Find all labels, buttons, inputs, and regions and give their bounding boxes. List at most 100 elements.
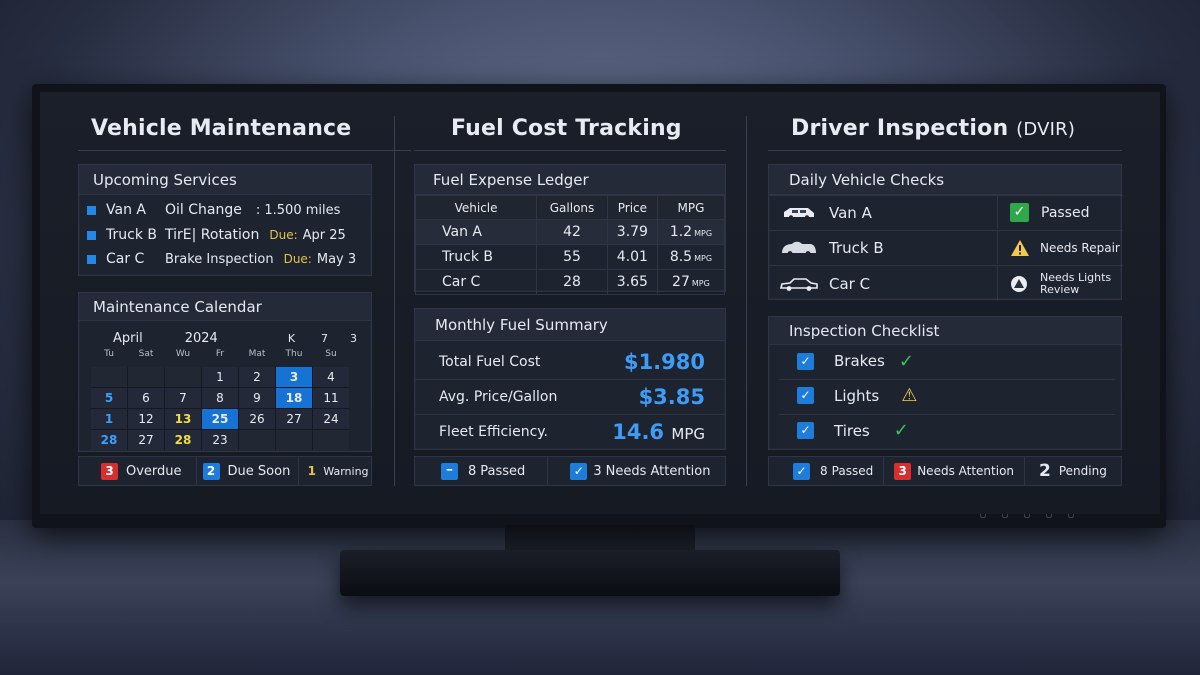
calendar-day[interactable]: 4 — [313, 367, 349, 387]
checklist-label: Lights — [834, 386, 880, 405]
service-row[interactable]: Van A Oil Change : 1.500 miles — [87, 198, 340, 222]
passed-label: Passed — [480, 463, 526, 479]
avg-price-value: $3.85 — [638, 385, 705, 409]
pending-label: Pending — [1058, 464, 1107, 478]
checklist-item[interactable]: ✓ Brakes ✓ — [779, 345, 1115, 377]
table-header-row: Vehicle Gallons Price MPG — [414, 195, 726, 220]
vehicle-check-row[interactable]: Car C Needs Lights Review — [769, 265, 1123, 301]
bullet-icon — [87, 205, 96, 215]
calendar-day[interactable]: 1 — [202, 367, 238, 387]
calendar-day[interactable]: 23 — [202, 430, 238, 450]
attention-label: Needs Attention — [917, 464, 1015, 478]
calendar-day[interactable]: 5 — [91, 388, 127, 408]
monitor-neck — [505, 525, 695, 553]
calendar-month[interactable]: April — [113, 330, 143, 346]
vehicle-check-row[interactable]: Truck B Needs Repair — [769, 230, 1123, 264]
calendar-day[interactable]: 12 — [128, 409, 164, 429]
calendar-day[interactable]: 2 — [239, 367, 275, 387]
cell-gallons: 28 — [536, 269, 608, 295]
summary-title: Monthly Fuel Summary — [415, 309, 725, 341]
table-row[interactable]: Car C 28 3.65 27 MPG — [414, 269, 726, 295]
table-row[interactable]: Van A 42 3.79 1.2 MPG — [414, 219, 726, 245]
check-icon: ✓ — [893, 420, 909, 441]
calendar-day[interactable]: 9 — [239, 388, 275, 408]
warning-count-badge: 1 — [307, 463, 316, 478]
total-fuel-cost-value: $1.980 — [623, 349, 705, 374]
warning-icon: ⚠ — [901, 385, 918, 406]
weekday-label: Wu — [175, 349, 191, 359]
service-vehicle: Truck B — [106, 227, 157, 243]
calendar-day[interactable]: 1 — [91, 409, 127, 429]
column-header[interactable]: Vehicle — [414, 195, 538, 220]
checklist-title: Inspection Checklist — [769, 317, 1121, 345]
checklist-item[interactable]: ✓ Tires ✓ — [779, 414, 1115, 446]
checkbox[interactable]: ✓ — [797, 352, 814, 370]
calendar-nav-button[interactable]: K — [287, 331, 296, 345]
cell-gallons: 55 — [536, 244, 608, 270]
calendar-day[interactable]: 18 — [276, 388, 312, 408]
passed-count: 8 — [468, 463, 477, 479]
calendar-empty-cell — [239, 430, 275, 450]
fuel-title: Fuel Cost Tracking — [451, 116, 682, 141]
checkbox[interactable]: ✓ — [797, 387, 814, 404]
vehicle-name: Car C — [829, 274, 871, 293]
calendar-day[interactable]: 3 — [276, 367, 312, 387]
service-name: Brake Inspection — [165, 251, 274, 267]
service-vehicle: Van A — [106, 202, 146, 218]
maintenance-title: Vehicle Maintenance — [91, 116, 352, 141]
checklist-item[interactable]: ✓ Lights ⚠ — [779, 379, 1115, 411]
service-row[interactable]: Car C Brake Inspection Due: May 3 — [87, 247, 356, 271]
calendar-day[interactable]: 8 — [202, 388, 238, 408]
cell-mpg: 8.5 MPG — [656, 244, 726, 270]
avg-price-label: Avg. Price/Gallon — [439, 389, 558, 405]
cell-mpg: 1.2 MPG — [656, 219, 726, 245]
calendar-day[interactable]: 13 — [165, 409, 201, 429]
service-row[interactable]: Truck B TirE| Rotation Due: Apr 25 — [87, 223, 346, 247]
column-header[interactable]: Price — [606, 195, 658, 220]
calendar-empty-cell — [313, 430, 349, 450]
checkbox[interactable]: ✓ — [797, 422, 814, 439]
fleet-efficiency-row: Fleet Efficiency. 14.6 MPG — [415, 414, 725, 449]
calendar-day[interactable]: 27 — [128, 430, 164, 450]
title-divider — [78, 150, 411, 151]
calendar-empty-cell — [128, 367, 164, 387]
inspection-checklist-panel: Inspection Checklist ✓ Brakes ✓ ✓ Lights… — [768, 316, 1122, 450]
calendar-day[interactable]: 28 — [165, 430, 201, 450]
calendar-year[interactable]: 2024 — [184, 330, 218, 346]
service-name: TirE| Rotation — [165, 227, 260, 243]
attention-count: 3 — [593, 463, 602, 479]
calendar-nav-button[interactable]: 3 — [350, 331, 358, 345]
van-icon — [769, 206, 829, 220]
warning-label: Warning — [323, 464, 369, 478]
fuel-summary-panel: Monthly Fuel Summary Total Fuel Cost $1.… — [414, 308, 726, 450]
calendar-day[interactable]: 7 — [165, 388, 201, 408]
dvir-title: Driver Inspection (DVIR) — [791, 116, 1076, 141]
calendar-day[interactable]: 28 — [91, 430, 127, 450]
maintenance-calendar-panel: Maintenance Calendar April 2024 K 7 3 Tu… — [78, 292, 372, 452]
vehicle-check-row[interactable]: Van A ✓ Passed — [769, 195, 1123, 229]
monitor-stand — [340, 550, 840, 596]
calendar-day[interactable]: 6 — [128, 388, 164, 408]
table-row[interactable]: Truck B 55 4.01 8.5 MPG — [414, 244, 726, 270]
alert-icon — [1011, 275, 1027, 292]
calendar-empty-cell — [165, 367, 201, 387]
column-header[interactable]: MPG — [656, 195, 726, 220]
cell-vehicle: Truck B — [414, 244, 538, 270]
passed-icon: ✓ — [793, 462, 810, 480]
check-icon: ✓ — [898, 350, 914, 372]
calendar-day[interactable]: 24 — [313, 409, 349, 429]
calendar-day[interactable]: 27 — [276, 409, 312, 429]
column-header[interactable]: Gallons — [536, 195, 608, 220]
column-divider — [394, 116, 395, 486]
calendar-weekdays: Tu Sat Wu Fr Mat Thu Su — [91, 349, 349, 359]
upcoming-services-title: Upcoming Services — [79, 165, 371, 195]
cell-vehicle: Car C — [414, 269, 538, 295]
title-divider — [414, 150, 726, 151]
calendar-day[interactable]: 11 — [313, 388, 349, 408]
calendar-nav-button[interactable]: 7 — [321, 331, 329, 345]
daily-checks-title: Daily Vehicle Checks — [769, 165, 1121, 195]
daily-checks-panel: Daily Vehicle Checks Van A ✓ Passed Truc… — [768, 164, 1123, 301]
calendar-day[interactable]: 26 — [239, 409, 275, 429]
calendar-day[interactable]: 25 — [202, 409, 238, 429]
service-due: : 1.500 miles — [255, 202, 341, 218]
